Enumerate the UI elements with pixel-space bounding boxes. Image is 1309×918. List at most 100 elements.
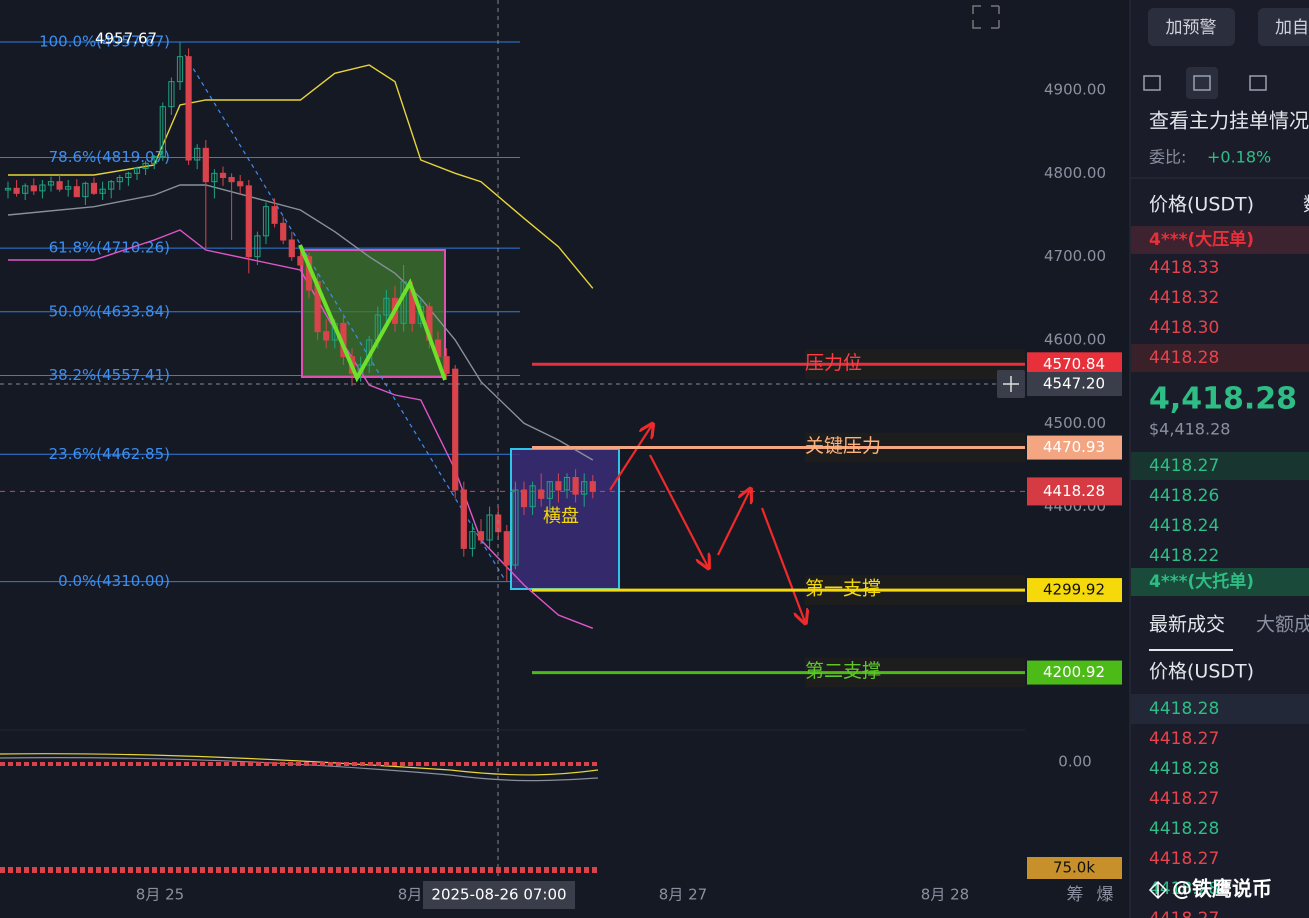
watermark-icon	[1148, 880, 1168, 900]
arrow	[717, 490, 750, 556]
trade-price: 4418.28	[1149, 699, 1219, 719]
candle-body	[194, 147, 201, 161]
candle-body	[65, 186, 72, 190]
crosshair-time-bg	[423, 881, 575, 909]
candle-body	[133, 167, 141, 174]
candle-body	[151, 156, 158, 164]
price-usd: $4,418.28	[1149, 420, 1230, 439]
fib-label: 50.0%(4633.84)	[49, 302, 170, 320]
crosshair-plus	[1003, 376, 1019, 392]
tool-active[interactable]	[1186, 67, 1218, 99]
level-tag-text: 4200.92	[1043, 663, 1105, 681]
candle-body	[589, 481, 596, 492]
candle-body	[56, 181, 63, 190]
button[interactable]	[1148, 8, 1235, 46]
range-box	[510, 448, 620, 590]
candle-body	[271, 206, 278, 224]
y-tick-label: 4700.00	[1044, 247, 1106, 265]
tab[interactable]: 最新成交	[1149, 614, 1225, 636]
row-bg	[1131, 344, 1309, 372]
box-label: 横盘	[543, 506, 579, 527]
candle-body	[185, 56, 192, 161]
candle-body	[323, 331, 330, 341]
candle-body	[168, 81, 175, 108]
level-name: 第二支撑	[805, 660, 881, 682]
candle-body	[443, 356, 450, 374]
row-bg	[1131, 452, 1309, 480]
button[interactable]	[1258, 8, 1309, 46]
row-bg	[1131, 694, 1309, 724]
level-tag	[1027, 435, 1122, 460]
big-ask: 4***(大压单)	[1149, 229, 1254, 250]
arrow	[649, 454, 708, 567]
candle-body	[142, 162, 149, 169]
candle-body	[30, 185, 37, 192]
candle-body	[202, 147, 209, 183]
candle-body	[280, 222, 287, 241]
level-tag	[1027, 578, 1122, 603]
candle-body	[477, 531, 485, 541]
trade-price: 4418.27	[1149, 789, 1219, 809]
macd-label: 0.00	[1058, 753, 1091, 771]
candle-body	[13, 187, 20, 194]
tool-icon[interactable]	[1193, 75, 1211, 91]
candle-body	[82, 182, 89, 198]
candle-body	[73, 186, 80, 198]
arrow	[609, 425, 652, 491]
candle-body	[254, 235, 261, 258]
x-tick-label: 8月	[398, 886, 423, 904]
chart: 100.0%(4957.67) 78.6%(4819.07) 61.8%(4710.…	[0, 0, 1122, 909]
band-line	[7, 184, 594, 461]
trade-price: 4418.28	[1149, 819, 1219, 839]
ask-price: 4418.28	[1149, 348, 1219, 368]
bid-price: 4418.22	[1149, 546, 1219, 566]
level-name: 关键压力	[805, 435, 881, 457]
bottom-icon[interactable]: 爆	[1097, 885, 1114, 905]
high-annotation: 4957.67	[95, 29, 157, 47]
volume-label: 75.0k	[1053, 859, 1095, 877]
candle-body	[125, 172, 132, 178]
button-label: 加自	[1275, 18, 1309, 38]
fib-label: 100.0%(4957.67)	[39, 32, 170, 50]
trend-line	[184, 54, 506, 581]
candle-body	[460, 489, 467, 549]
fullscreen-icon[interactable]	[972, 5, 1000, 29]
ask-price: 4418.33	[1149, 258, 1219, 278]
candle-body	[529, 485, 536, 508]
candle-body	[47, 181, 55, 186]
candle-body	[581, 481, 588, 495]
last-price-text: 4418.28	[1043, 482, 1105, 500]
fib-label: 61.8%(4710.26)	[49, 239, 170, 257]
crosshair-price: 4547.20	[1043, 375, 1105, 393]
tab[interactable]: 大额成	[1256, 614, 1309, 636]
ratio-label: 委比:	[1149, 148, 1186, 167]
candle-body	[297, 256, 304, 266]
zigzag	[298, 244, 447, 383]
candle-body	[538, 489, 545, 499]
x-tick-label: 8月 28	[921, 886, 969, 904]
candle-body	[288, 239, 295, 258]
tool-icon[interactable]	[1249, 75, 1267, 91]
candle-body	[116, 177, 123, 183]
watermark: @铁鹰说币	[1172, 877, 1272, 901]
candle-body	[219, 172, 227, 178]
price-big: 4,418.28	[1149, 382, 1297, 417]
fib-label: 38.2%(4557.41)	[49, 366, 170, 384]
level-tag	[1027, 660, 1122, 685]
trade-price: 4418.28	[1149, 879, 1219, 899]
ask-price: 4418.32	[1149, 288, 1219, 308]
candle-body	[245, 185, 252, 258]
y-tick-label: 4500.00	[1044, 414, 1106, 432]
bottom-icon[interactable]: 筹	[1067, 885, 1084, 905]
candle-body	[520, 489, 528, 508]
candle-body	[159, 106, 166, 158]
tool-icon[interactable]	[1143, 75, 1161, 91]
crosshair-tag	[1027, 372, 1122, 396]
row-bg	[1131, 568, 1309, 596]
candle-body	[22, 185, 29, 194]
macd-signal	[0, 757, 599, 782]
volume-tag	[1027, 857, 1122, 879]
